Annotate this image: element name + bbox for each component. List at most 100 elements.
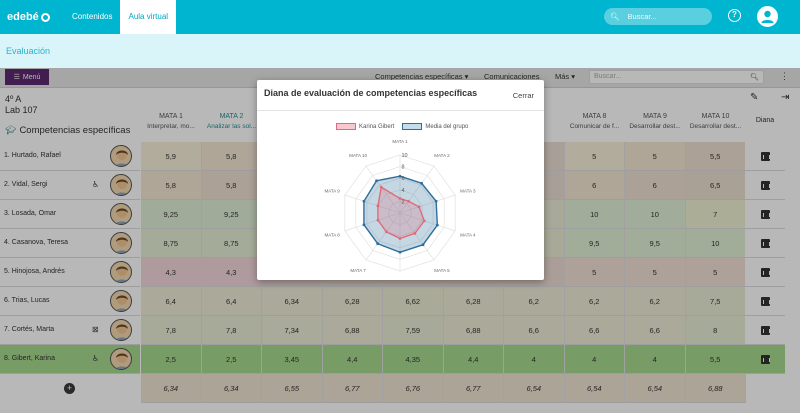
grade-cell[interactable]: 5 <box>625 258 686 287</box>
grade-cell[interactable]: 8,75 <box>141 229 202 258</box>
grade-cell[interactable]: 4,4 <box>322 345 383 374</box>
grade-cell[interactable]: 6,28 <box>443 287 504 316</box>
radar-point[interactable] <box>417 205 421 209</box>
legend-item-karina[interactable]: Karina Gibert <box>336 123 394 130</box>
grade-cell[interactable]: 6,2 <box>625 287 686 316</box>
radar-point[interactable] <box>435 223 439 227</box>
grade-cell[interactable]: 5 <box>685 258 746 287</box>
grid-search-input[interactable]: Buscar... 🔍︎ <box>589 70 764 84</box>
column-header[interactable]: MATA 9 Desarrollar dest... <box>625 113 685 130</box>
grade-cell[interactable]: 4 <box>564 345 625 374</box>
radar-point[interactable] <box>398 197 402 200</box>
grade-cell[interactable]: 2,5 <box>201 345 262 374</box>
grade-cell[interactable]: 6,2 <box>504 287 565 316</box>
column-header[interactable]: MATA 10 Desarrollar dest... <box>686 113 746 130</box>
grade-cell[interactable]: 6,5 <box>685 171 746 200</box>
radar-point[interactable] <box>379 185 383 189</box>
radar-point[interactable] <box>398 237 402 240</box>
grade-cell[interactable]: 5 <box>564 258 625 287</box>
column-header[interactable]: MATA 1 Interpretar, mo... <box>141 113 201 130</box>
grade-cell[interactable]: 3,45 <box>262 345 323 374</box>
tab-contenidos[interactable]: Contenidos <box>72 12 113 21</box>
radar-point[interactable] <box>398 250 402 254</box>
grade-cell[interactable]: 4 <box>504 345 565 374</box>
student-row[interactable]: 3. Losada, Omar <box>0 200 140 229</box>
help-icon[interactable]: ? <box>728 9 741 22</box>
radar-point[interactable] <box>413 232 417 235</box>
collapse-icon[interactable]: ⇥ <box>781 92 790 103</box>
grade-cell[interactable]: 8 <box>685 316 746 345</box>
student-row[interactable]: 1. Hurtado, Rafael <box>0 142 140 171</box>
radar-point[interactable] <box>434 199 438 203</box>
grade-cell[interactable]: 6 <box>625 171 686 200</box>
grade-cell[interactable]: 5 <box>625 142 686 171</box>
grade-cell[interactable]: 4 <box>625 345 686 374</box>
column-header[interactable]: MATA 8 Comunicar de f... <box>565 113 625 130</box>
grade-cell[interactable]: 6,4 <box>141 287 202 316</box>
grade-cell[interactable]: 5,8 <box>141 171 202 200</box>
column-header[interactable]: MATA 2 Analizar las sol... <box>202 113 262 130</box>
diana-chart-button[interactable] <box>745 171 785 200</box>
grade-cell[interactable]: 8,75 <box>201 229 262 258</box>
grade-cell[interactable]: 9,5 <box>564 229 625 258</box>
radar-point[interactable] <box>407 199 410 203</box>
radar-point[interactable] <box>362 199 366 203</box>
edebe-logo[interactable]: edebé <box>0 11 64 23</box>
grade-cell[interactable]: 6,34 <box>262 287 323 316</box>
grade-cell[interactable]: 6,2 <box>564 287 625 316</box>
student-row[interactable]: 5. Hinojosa, Andrés <box>0 258 140 287</box>
comunicaciones-link[interactable]: Comunicaciones <box>484 72 540 81</box>
radar-point[interactable] <box>420 181 424 185</box>
grade-cell[interactable]: 7,34 <box>262 316 323 345</box>
radar-point[interactable] <box>376 218 380 222</box>
diana-chart-button[interactable] <box>745 200 785 229</box>
radar-point[interactable] <box>421 243 425 247</box>
grade-cell[interactable]: 10 <box>625 200 686 229</box>
grade-cell[interactable]: 7,59 <box>383 316 444 345</box>
grade-cell[interactable]: 6,88 <box>443 316 504 345</box>
menu-button[interactable]: ☰ Menú <box>5 69 49 85</box>
close-button[interactable]: Cerrar <box>512 91 534 100</box>
student-row[interactable]: 7. Cortés, Marta ⊠ <box>0 316 140 345</box>
grade-cell[interactable]: 6,6 <box>625 316 686 345</box>
diana-chart-button[interactable] <box>745 316 785 345</box>
grade-cell[interactable]: 9,25 <box>141 200 202 229</box>
grade-cell[interactable]: 10 <box>685 229 746 258</box>
radar-point[interactable] <box>375 179 378 183</box>
radar-point[interactable] <box>362 223 366 227</box>
tab-aula-virtual[interactable]: Aula virtual <box>120 0 177 34</box>
grade-cell[interactable]: 4,35 <box>383 345 444 374</box>
radar-point[interactable] <box>376 242 380 246</box>
diana-chart-button[interactable] <box>745 258 785 287</box>
grade-cell[interactable]: 4,4 <box>443 345 504 374</box>
grade-cell[interactable]: 6,62 <box>383 287 444 316</box>
grade-cell[interactable]: 6,6 <box>564 316 625 345</box>
radar-point[interactable] <box>422 219 426 223</box>
grade-cell[interactable]: 10 <box>564 200 625 229</box>
grade-cell[interactable]: 7,5 <box>685 287 746 316</box>
grade-cell[interactable]: 2,5 <box>141 345 202 374</box>
grade-cell[interactable]: 5,9 <box>141 142 202 171</box>
student-row[interactable]: 8. Gibert, Karina ♿︎ <box>0 345 140 374</box>
grade-cell[interactable]: 5,8 <box>201 171 262 200</box>
student-row[interactable]: 2. Vidal, Sergi ♿︎ <box>0 171 140 200</box>
top-search-input[interactable]: 🔍︎ Buscar... <box>604 8 712 25</box>
grade-cell[interactable]: 7,8 <box>141 316 202 345</box>
more-options-icon[interactable]: ⋮ <box>780 71 789 81</box>
grade-cell[interactable]: 9,25 <box>201 200 262 229</box>
grade-cell[interactable]: 6,6 <box>504 316 565 345</box>
diana-chart-button[interactable] <box>745 345 785 374</box>
grade-cell[interactable]: 5,5 <box>685 142 746 171</box>
student-row[interactable]: 6. Trias, Lucas <box>0 287 140 316</box>
grade-cell[interactable]: 6 <box>564 171 625 200</box>
grade-cell[interactable]: 6,28 <box>322 287 383 316</box>
grade-cell[interactable]: 4,3 <box>201 258 262 287</box>
grade-cell[interactable]: 5 <box>564 142 625 171</box>
grade-cell[interactable]: 9,5 <box>625 229 686 258</box>
grade-cell[interactable]: 4,3 <box>141 258 202 287</box>
diana-chart-button[interactable] <box>745 229 785 258</box>
radar-point[interactable] <box>376 204 380 208</box>
radar-point[interactable] <box>398 174 402 178</box>
grade-cell[interactable]: 5,5 <box>685 345 746 374</box>
grade-cell[interactable]: 6,88 <box>322 316 383 345</box>
